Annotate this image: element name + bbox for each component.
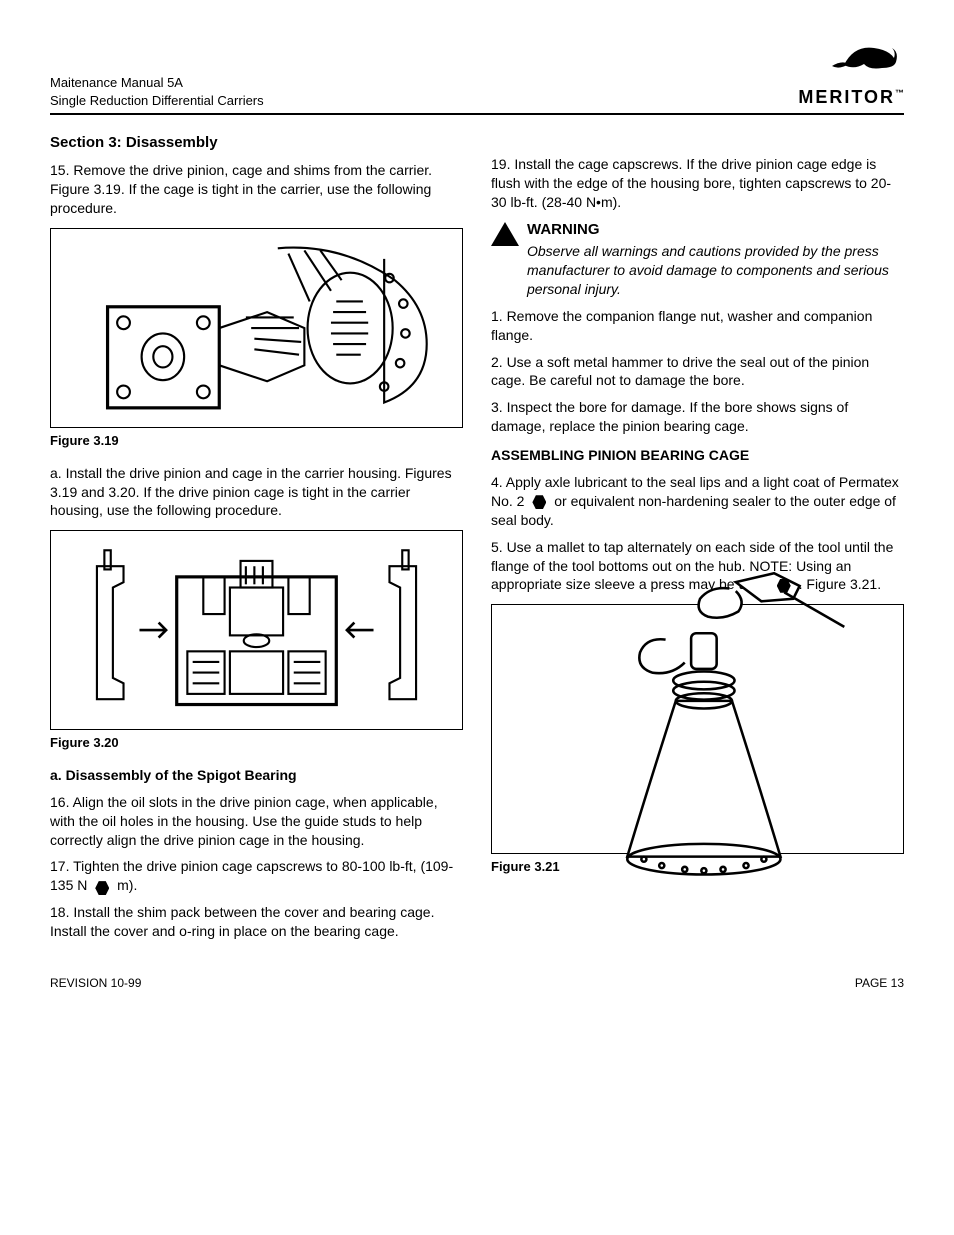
step-15: 15. Remove the drive pinion, cage and sh… [50,161,463,218]
right-column: 19. Install the cage capscrews. If the d… [491,133,904,949]
step-2: 2. Use a soft metal hammer to drive the … [491,353,904,391]
sub-heading-a: a. Disassembly of the Spigot Bearing [50,766,463,785]
figure-3-19 [50,228,463,428]
pinion-carrier-drawing [65,227,448,429]
logo: MERITOR™ [798,40,904,109]
step-3: 3. Inspect the bore for damage. If the b… [491,398,904,436]
step-text: 18. Install the shim pack between the co… [50,903,463,941]
figure-3-21 [491,604,904,854]
step-4-suffix: or equivalent non-hardening sealer to th… [491,493,896,528]
hex-bullet-icon [95,881,109,895]
page-footer: REVISION 10-99 PAGE 13 [50,975,904,991]
step-text: 3. Inspect the bore for damage. If the b… [491,398,904,436]
logo-word: MERITOR [798,87,895,107]
hex-bullet-icon [532,495,546,509]
step-text-line: 4. Apply axle lubricant to the seal lips… [491,473,904,530]
header-left: Maitenance Manual 5A Single Reduction Di… [50,74,264,109]
carrier-cross-section-drawing [65,529,448,731]
step-text: 2. Use a soft metal hammer to drive the … [491,353,904,391]
content-columns: Section 3: Disassembly 15. Remove the dr… [50,133,904,949]
step-text: 15. Remove the drive pinion, cage and sh… [50,161,463,218]
manual-title: Maitenance Manual 5A [50,74,264,92]
step-text: 16. Align the oil slots in the drive pin… [50,793,463,850]
fig-3-20-label: Figure 3.20 [50,734,463,752]
footer-page: PAGE 13 [855,975,904,991]
fig-3-19-label: Figure 3.19 [50,432,463,450]
logo-tm: ™ [895,88,904,98]
section-heading: Section 3: Disassembly [50,133,463,153]
step-text: 1. Remove the companion flange nut, wash… [491,307,904,345]
step-18: 18. Install the shim pack between the co… [50,903,463,941]
assemble-heading: ASSEMBLING PINION BEARING CAGE [491,446,904,465]
warning-body: WARNING Observe all warnings and caution… [527,220,904,299]
step-16: 16. Align the oil slots in the drive pin… [50,793,463,850]
seal-install-drawing [506,563,889,895]
warning-title: WARNING [527,220,904,240]
step-17-prefix: 17. Tighten the drive pinion cage capscr… [50,858,453,893]
step-19: 19. Install the cage capscrews. If the d… [491,155,904,212]
step-text: 19. Install the cage capscrews. If the d… [491,155,904,212]
step-text-line: 17. Tighten the drive pinion cage capscr… [50,857,463,895]
warning-block: WARNING Observe all warnings and caution… [491,220,904,299]
step-text: a. Install the drive pinion and cage in … [50,464,463,521]
manual-subtitle: Single Reduction Differential Carriers [50,92,264,110]
left-column: Section 3: Disassembly 15. Remove the dr… [50,133,463,949]
step-17: 17. Tighten the drive pinion cage capscr… [50,857,463,895]
warning-text: Observe all warnings and cautions provid… [527,242,904,299]
warning-triangle-icon [491,222,519,246]
step-1: 1. Remove the companion flange nut, wash… [491,307,904,345]
page-header: Maitenance Manual 5A Single Reduction Di… [50,40,904,115]
logo-text: MERITOR™ [798,85,904,109]
step-4: 4. Apply axle lubricant to the seal lips… [491,473,904,530]
figure-3-20 [50,530,463,730]
footer-revision: REVISION 10-99 [50,975,141,991]
meritor-bull-icon [814,40,904,80]
step-15a: a. Install the drive pinion and cage in … [50,464,463,521]
step-17-suffix: m). [117,877,137,893]
